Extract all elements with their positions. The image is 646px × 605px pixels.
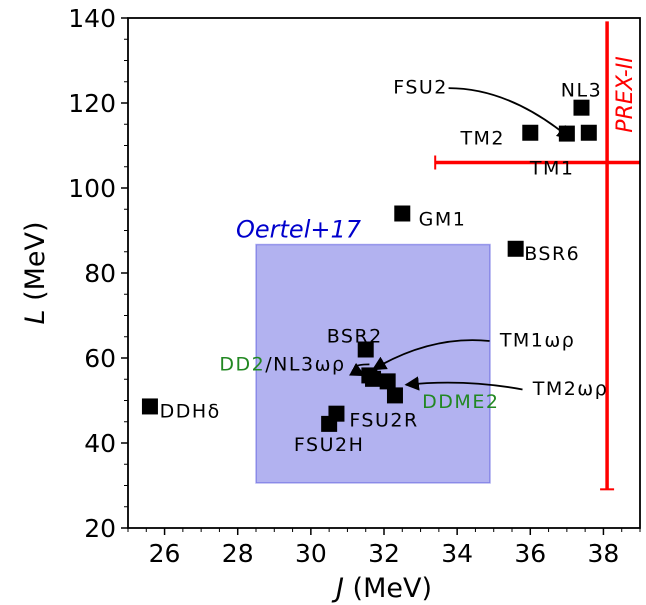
x-tick-label: 36 xyxy=(514,539,546,568)
label-bsr6: BSR6 xyxy=(524,243,580,265)
x-tick-label: 28 xyxy=(222,539,254,568)
constraint-layer: PREX-II xyxy=(434,21,640,491)
x-tick-label: 38 xyxy=(588,539,620,568)
label-gm1: GM1 xyxy=(419,208,467,230)
point-tm1 xyxy=(365,370,382,387)
point-tm2 xyxy=(379,373,396,390)
label-nl3: NL3 xyxy=(561,80,602,102)
constraint-label: PREX-II xyxy=(613,56,638,132)
point-ddme2 xyxy=(386,387,403,404)
arrow-tm1 xyxy=(371,339,490,371)
point-fsu2 xyxy=(558,125,575,142)
point-bsr6 xyxy=(507,240,524,257)
label-tm1: TM1 xyxy=(529,157,575,179)
point-fsu2h xyxy=(321,415,338,432)
label-fsu2: FSU2 xyxy=(393,77,448,99)
label-fsu2r: FSU2R xyxy=(349,409,418,431)
arrow-tm2 xyxy=(404,376,523,391)
y-tick-label: 120 xyxy=(68,89,116,118)
arrow-fsu2 xyxy=(448,87,572,140)
point-tm1 xyxy=(580,124,597,141)
y-tick-label: 140 xyxy=(68,4,116,33)
point-bsr2 xyxy=(357,341,374,358)
label-tm2: TM2 xyxy=(459,128,505,150)
label-bsr2: BSR2 xyxy=(327,325,383,347)
y-tick-label: 100 xyxy=(68,174,116,203)
point-tm2 xyxy=(522,124,539,141)
labels-layer: NL3 TM2 TM1 GM1 BSR6 BSR2 FSU2R FSU2H DDHδ DD2/NL… xyxy=(160,77,609,456)
x-tick-label: 26 xyxy=(149,539,181,568)
label-ddh: DDHδ xyxy=(160,400,221,422)
point-gm1 xyxy=(394,205,411,222)
y-tick-label: 60 xyxy=(84,344,116,373)
label-tm2: TM2ωρ xyxy=(532,378,609,400)
y-axis-title: L (MeV) xyxy=(20,221,51,324)
points-layer xyxy=(141,99,597,432)
axes-layer: 26 28 30 32 34 36 38 20 40 60 80 100 120 140 J (MeV) L … xyxy=(20,4,641,604)
x-tick-label: 30 xyxy=(295,539,327,568)
region-layer: Oertel+17 xyxy=(236,216,491,484)
label-dd2-nl3: DD2/NL3ωρ xyxy=(219,353,345,375)
label-fsu2h: FSU2H xyxy=(294,434,364,456)
arrow-dd2-nl3 xyxy=(349,362,370,377)
region-label: Oertel+17 xyxy=(236,216,362,244)
x-axis-title: J (MeV) xyxy=(331,573,432,604)
y-tick-label: 20 xyxy=(84,514,116,543)
arrow-layer xyxy=(349,87,572,391)
x-tick-label: 32 xyxy=(368,539,400,568)
label-tm1: TM1ωρ xyxy=(499,330,576,352)
y-tick-label: 40 xyxy=(84,429,116,458)
point-nl3 xyxy=(573,99,590,116)
point-ddh xyxy=(141,398,158,415)
x-tick-label: 34 xyxy=(441,539,473,568)
label-ddme2: DDME2 xyxy=(422,391,499,413)
y-tick-label: 80 xyxy=(84,259,116,288)
